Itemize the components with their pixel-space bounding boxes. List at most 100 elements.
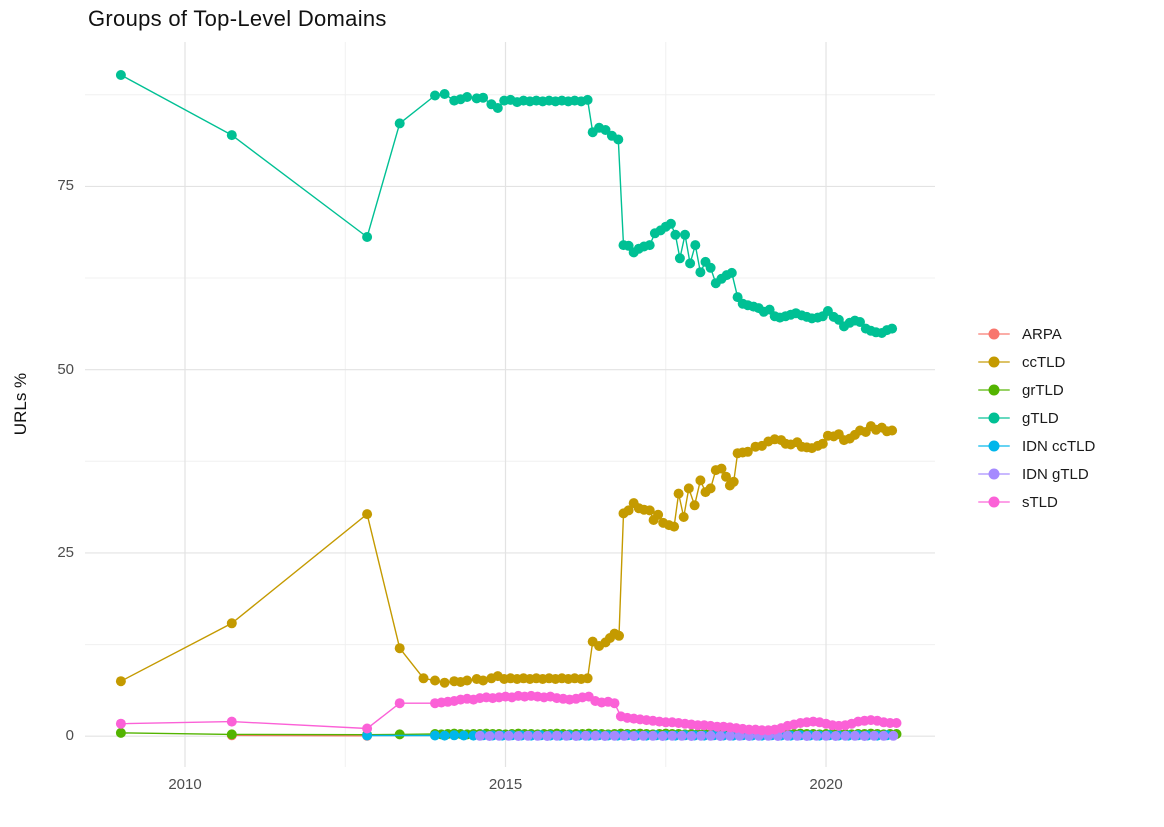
data-point (721, 471, 731, 482)
data-point (609, 730, 620, 741)
data-point (792, 730, 803, 741)
data-point (705, 262, 716, 273)
legend-key-icon (978, 353, 1010, 371)
data-point (696, 730, 706, 741)
legend-key-dot (988, 468, 1000, 480)
data-point (830, 731, 841, 741)
data-point (571, 731, 581, 741)
data-point (226, 716, 237, 727)
legend-item-grtld: grTLD (978, 376, 1095, 404)
data-point (859, 731, 870, 741)
data-point (561, 730, 572, 741)
y-axis-title: URLs % (11, 372, 30, 436)
data-point (582, 673, 593, 684)
data-point (462, 92, 473, 102)
data-point (888, 730, 899, 741)
legend-item-idn-cctld: IDN ccTLD (978, 432, 1095, 460)
data-point (724, 730, 735, 741)
series-line-arpa (231, 734, 368, 737)
legend-item-cctld: ccTLD (978, 348, 1095, 376)
plot-panel (85, 42, 935, 767)
chart-title: Groups of Top-Level Domains (88, 6, 387, 31)
series-gtld (115, 70, 898, 338)
y-tick-label: 25 (57, 543, 74, 561)
data-point (462, 675, 473, 686)
minor-gridlines (85, 42, 935, 767)
data-point (716, 463, 727, 474)
data-point (580, 730, 591, 741)
data-point (494, 730, 505, 741)
data-point (226, 130, 237, 141)
data-point (226, 618, 237, 629)
data-point (492, 103, 503, 113)
data-point (503, 730, 514, 741)
y-tick-label: 75 (57, 177, 74, 195)
data-point (811, 730, 822, 741)
data-point (609, 698, 620, 709)
data-point (685, 258, 696, 269)
x-tick-label: 2015 (488, 776, 523, 793)
series-stld (115, 690, 902, 736)
data-point (115, 727, 126, 738)
data-point (362, 723, 373, 734)
data-point (657, 731, 668, 741)
data-point (362, 509, 373, 520)
series-idn-gtld (474, 730, 899, 741)
data-point (551, 730, 562, 741)
data-point (614, 630, 624, 641)
legend-key-icon (978, 325, 1010, 343)
data-point (705, 730, 716, 741)
data-point (628, 731, 639, 741)
data-point (678, 512, 689, 522)
data-point (439, 89, 450, 99)
data-point (582, 94, 593, 105)
data-point (484, 731, 495, 741)
y-tick-label: 50 (57, 360, 74, 378)
legend-key-dot (988, 328, 1000, 340)
data-point (878, 730, 889, 741)
data-point (855, 317, 865, 327)
data-point (418, 673, 429, 684)
data-point (362, 232, 373, 242)
data-point (782, 730, 793, 741)
data-point (474, 730, 485, 741)
data-point (742, 446, 753, 457)
data-point (801, 731, 812, 741)
data-point (869, 730, 880, 741)
x-tick-label: 2010 (168, 776, 202, 793)
data-point (676, 730, 687, 741)
data-point (887, 425, 898, 436)
data-point (449, 730, 460, 741)
legend-label: gTLD (1022, 409, 1059, 427)
legend-key-icon (978, 493, 1010, 511)
data-point (821, 730, 831, 741)
legend-key-dot (988, 412, 1000, 424)
data-point (522, 730, 533, 741)
legend-item-idn-gtld: IDN gTLD (978, 460, 1095, 488)
data-point (891, 718, 902, 728)
legend-key-icon (978, 409, 1010, 427)
data-point (226, 729, 237, 740)
data-point (458, 730, 469, 741)
data-point (695, 267, 706, 278)
legend-key-dot (988, 496, 1000, 508)
data-point (532, 730, 543, 741)
data-point (667, 730, 678, 741)
data-point (542, 731, 553, 741)
data-point (728, 476, 739, 487)
legend-item-stld: sTLD (978, 488, 1095, 516)
data-point (670, 229, 681, 240)
legend-item-gtld: gTLD (978, 404, 1095, 432)
legend-key-icon (978, 381, 1010, 399)
data-point (115, 676, 126, 687)
data-point (394, 698, 405, 709)
data-point (705, 483, 716, 494)
data-point (686, 731, 697, 741)
legend-label: IDN gTLD (1022, 465, 1089, 483)
data-point (478, 675, 489, 686)
data-point (394, 643, 405, 654)
data-point (665, 218, 676, 229)
data-point (613, 134, 624, 145)
